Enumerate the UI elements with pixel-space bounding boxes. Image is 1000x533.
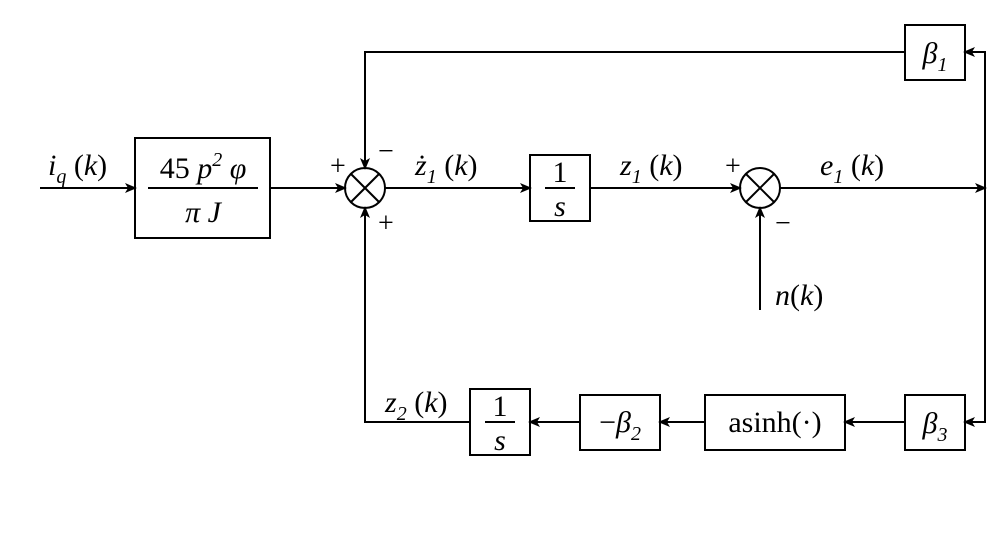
gain-block: 45 p2 φ π J [135, 138, 270, 238]
svg-text:asinh(·): asinh(·) [728, 406, 821, 439]
label-iq: iq (k) [48, 149, 107, 188]
wire-out-to-beta3 [965, 188, 985, 422]
wire-out-to-beta1 [965, 52, 985, 188]
beta1-block: β1 [905, 25, 965, 80]
label-z2: z2 (k) [384, 386, 448, 425]
sum2-sign-left: + [725, 151, 741, 182]
svg-text:45 p2 φ: 45 p2 φ [160, 149, 247, 185]
label-e1: e1 (k) [820, 149, 884, 188]
integrator-2-block: 1 s [470, 389, 530, 457]
label-z1: z1 (k) [619, 149, 683, 188]
block-diagram: 45 p2 φ π J + + − 1 s + − β1 [0, 0, 1000, 533]
neg-beta2-block: −β2 [580, 395, 660, 450]
svg-text:1: 1 [553, 156, 568, 189]
integrator-1-block: 1 s [530, 155, 590, 223]
sum-junction-2: + − [725, 151, 791, 239]
label-z1dot: ż1 (k) [414, 149, 478, 188]
svg-text:s: s [554, 190, 566, 223]
sum1-sign-bottom: + [378, 208, 394, 239]
label-n: n(k) [775, 279, 823, 312]
svg-text:π J: π J [185, 196, 223, 229]
sum1-sign-top: − [378, 136, 394, 167]
svg-text:s: s [494, 424, 506, 457]
svg-text:1: 1 [493, 390, 508, 423]
sum1-sign-left: + [330, 151, 346, 182]
sum2-sign-bottom: − [775, 208, 791, 239]
asinh-block: asinh(·) [705, 395, 845, 450]
beta3-block: β3 [905, 395, 965, 450]
